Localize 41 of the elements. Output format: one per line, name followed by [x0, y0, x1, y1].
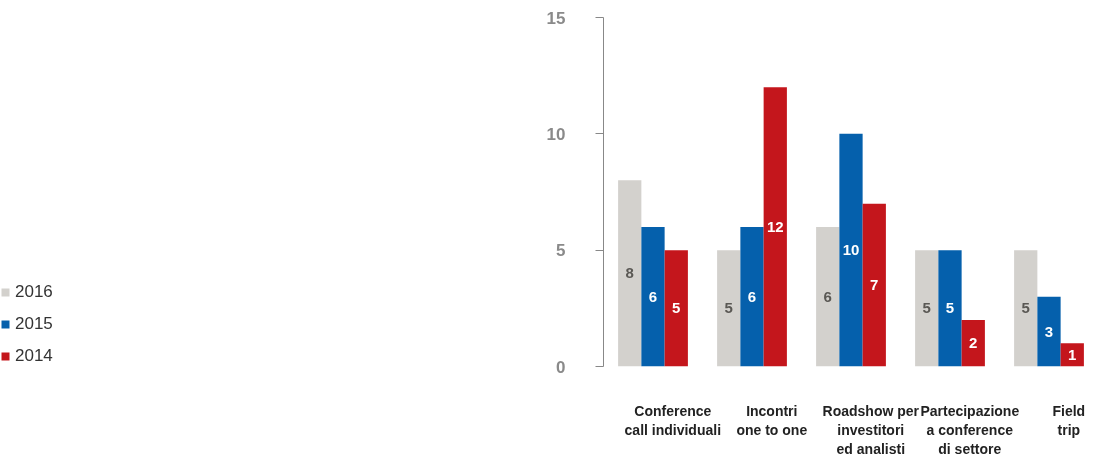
bar [1037, 296, 1061, 367]
legend-label: 2014 [15, 346, 53, 366]
data-label: 7 [870, 276, 879, 294]
data-label: 1 [1068, 345, 1077, 363]
y-tick-label: 0 [556, 357, 566, 377]
bar [763, 87, 787, 367]
y-tick-label: 15 [546, 8, 566, 28]
data-label: 8 [625, 264, 634, 282]
bar [717, 250, 741, 367]
x-tick-label: Partecipazione a conference di settore [920, 402, 1020, 457]
data-label: 5 [1021, 299, 1030, 317]
x-tick-label: Roadshow per investitori ed analisti [822, 402, 920, 457]
bar [816, 226, 840, 367]
legend-label: 2016 [15, 282, 53, 302]
bar [961, 319, 985, 367]
data-label: 10 [842, 241, 860, 259]
bar [862, 203, 886, 367]
data-label: 12 [766, 217, 784, 235]
data-label: 6 [823, 287, 832, 305]
bar [740, 226, 764, 367]
bar [1014, 250, 1038, 367]
bar [664, 250, 688, 367]
bar [641, 226, 665, 367]
x-tick-label: Field trip [1052, 402, 1086, 438]
x-tick-label: Incontri one to one [736, 402, 808, 438]
data-label: 6 [747, 287, 757, 305]
data-label: 2 [969, 334, 978, 352]
bar [839, 133, 863, 367]
data-label: 5 [945, 299, 955, 317]
data-label: 5 [672, 299, 681, 317]
x-tick-label: Conference call individuali [624, 402, 722, 438]
legend-label: 2015 [15, 314, 53, 334]
data-label: 3 [1044, 322, 1054, 340]
y-tick-label: 5 [556, 241, 566, 261]
y-tick-label: 10 [546, 124, 566, 144]
bar [938, 250, 962, 367]
bar [618, 180, 642, 367]
data-label: 6 [648, 287, 658, 305]
data-label: 5 [922, 299, 931, 317]
data-label: 5 [724, 299, 733, 317]
bar [915, 250, 939, 367]
